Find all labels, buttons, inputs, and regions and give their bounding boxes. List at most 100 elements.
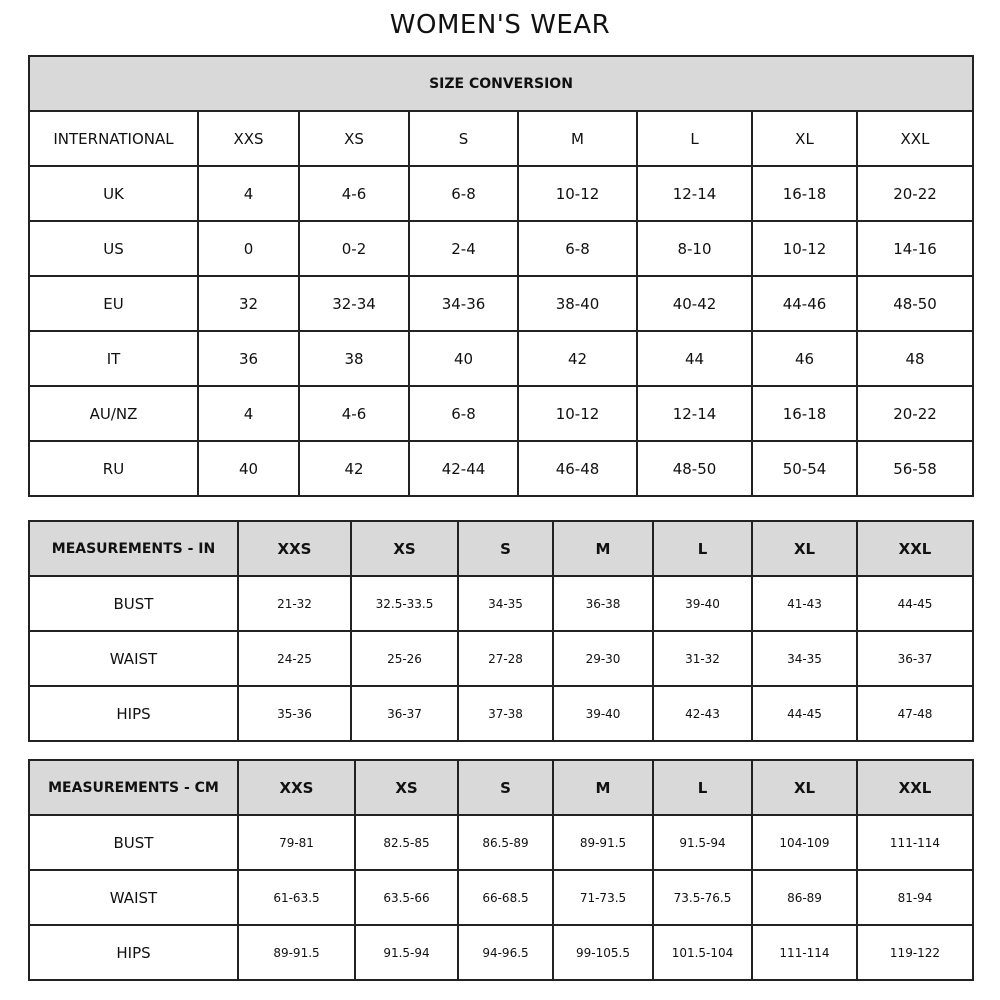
table-cell: 71-73.5 bbox=[552, 869, 654, 926]
row-label: US bbox=[28, 220, 199, 277]
table-row: US 0 0-2 2-4 6-8 8-10 10-12 14-16 bbox=[28, 220, 974, 277]
table-cell: 16-18 bbox=[751, 165, 858, 222]
table-cell: 48-50 bbox=[636, 440, 753, 497]
banner-row: SIZE CONVERSION bbox=[28, 55, 974, 112]
row-label: WAIST bbox=[28, 869, 239, 926]
table-row: RU 40 42 42-44 46-48 48-50 50-54 56-58 bbox=[28, 440, 974, 497]
table-cell: 119-122 bbox=[856, 924, 974, 981]
table-cell: 4 bbox=[197, 165, 300, 222]
table-cell: 86-89 bbox=[751, 869, 858, 926]
table-cell: 40-42 bbox=[636, 275, 753, 332]
table-cell: 16-18 bbox=[751, 385, 858, 442]
table-cell: S bbox=[408, 110, 519, 167]
table-cell: 82.5-85 bbox=[354, 814, 459, 871]
banner-title: SIZE CONVERSION bbox=[28, 55, 974, 112]
table-cell: 6-8 bbox=[408, 165, 519, 222]
table-cell: 31-32 bbox=[652, 630, 753, 687]
table-row: UK 4 4-6 6-8 10-12 12-14 16-18 20-22 bbox=[28, 165, 974, 222]
row-label: RU bbox=[28, 440, 199, 497]
table-cell: 2-4 bbox=[408, 220, 519, 277]
table-cell: 20-22 bbox=[856, 385, 974, 442]
table-cell: 66-68.5 bbox=[457, 869, 554, 926]
table-cell: S bbox=[457, 759, 554, 816]
table-cell: 41-43 bbox=[751, 575, 858, 632]
table-cell: 20-22 bbox=[856, 165, 974, 222]
table-cell: 29-30 bbox=[552, 630, 654, 687]
row-label: HIPS bbox=[28, 685, 239, 742]
table-cell: 42 bbox=[298, 440, 410, 497]
table-cell: 99-105.5 bbox=[552, 924, 654, 981]
table-cell: 48-50 bbox=[856, 275, 974, 332]
table-cell: 89-91.5 bbox=[237, 924, 356, 981]
table-cell: 25-26 bbox=[350, 630, 459, 687]
page-title: WOMEN'S WEAR bbox=[389, 10, 611, 40]
table-cell: 8-10 bbox=[636, 220, 753, 277]
table-cell: M bbox=[552, 759, 654, 816]
table-row: WAIST 61-63.5 63.5-66 66-68.5 71-73.5 73.5-76… bbox=[28, 869, 974, 926]
table-cell: 61-63.5 bbox=[237, 869, 356, 926]
table-cell: 32 bbox=[197, 275, 300, 332]
header-row: MEASUREMENTS - CM XXS XS S M L XL XXL bbox=[28, 759, 974, 816]
table-row: IT 36 38 40 42 44 46 48 bbox=[28, 330, 974, 387]
row-label: HIPS bbox=[28, 924, 239, 981]
table-cell: 36-37 bbox=[350, 685, 459, 742]
table-cell: 34-35 bbox=[751, 630, 858, 687]
table-cell: 44 bbox=[636, 330, 753, 387]
table-cell: 10-12 bbox=[517, 165, 638, 222]
table-cell: 39-40 bbox=[552, 685, 654, 742]
table-cell: 94-96.5 bbox=[457, 924, 554, 981]
table-cell: XXS bbox=[197, 110, 300, 167]
table-cell: 91.5-94 bbox=[354, 924, 459, 981]
table-cell: 10-12 bbox=[517, 385, 638, 442]
table-cell: XL bbox=[751, 759, 858, 816]
table-cell: 0-2 bbox=[298, 220, 410, 277]
table-cell: 36-37 bbox=[856, 630, 974, 687]
table-cell: XXL bbox=[856, 759, 974, 816]
table-cell: XXS bbox=[237, 520, 352, 577]
row-label: UK bbox=[28, 165, 199, 222]
table-row: EU 32 32-34 34-36 38-40 40-42 44-46 48-50 bbox=[28, 275, 974, 332]
table-cell: 10-12 bbox=[751, 220, 858, 277]
table-cell: XS bbox=[354, 759, 459, 816]
table-cell: 89-91.5 bbox=[552, 814, 654, 871]
table-cell: 38 bbox=[298, 330, 410, 387]
table-cell: 12-14 bbox=[636, 165, 753, 222]
table-cell: 27-28 bbox=[457, 630, 554, 687]
table-cell: XL bbox=[751, 520, 858, 577]
table-cell: 0 bbox=[197, 220, 300, 277]
table-cell: 44-46 bbox=[751, 275, 858, 332]
size-conversion-table: SIZE CONVERSION INTERNATIONAL XXS XS S M L XL XX… bbox=[28, 55, 974, 497]
row-label: MEASUREMENTS - CM bbox=[28, 759, 239, 816]
row-label: BUST bbox=[28, 814, 239, 871]
row-label: WAIST bbox=[28, 630, 239, 687]
table-cell: 79-81 bbox=[237, 814, 356, 871]
table-row: HIPS 35-36 36-37 37-38 39-40 42-43 44-45 47-48 bbox=[28, 685, 974, 742]
table-cell: 42-44 bbox=[408, 440, 519, 497]
table-cell: 56-58 bbox=[856, 440, 974, 497]
table-cell: 42 bbox=[517, 330, 638, 387]
table-cell: L bbox=[636, 110, 753, 167]
table-cell: 46 bbox=[751, 330, 858, 387]
table-cell: 32.5-33.5 bbox=[350, 575, 459, 632]
table-cell: 40 bbox=[408, 330, 519, 387]
table-row: AU/NZ 4 4-6 6-8 10-12 12-14 16-18 20-22 bbox=[28, 385, 974, 442]
table-cell: 36-38 bbox=[552, 575, 654, 632]
table-cell: 104-109 bbox=[751, 814, 858, 871]
measurements-in-table: MEASUREMENTS - IN XXS XS S M L XL XXL BUST 21-32 3… bbox=[28, 520, 974, 742]
table-cell: 86.5-89 bbox=[457, 814, 554, 871]
table-cell: 4-6 bbox=[298, 165, 410, 222]
table-cell: M bbox=[517, 110, 638, 167]
table-cell: 81-94 bbox=[856, 869, 974, 926]
table-cell: XL bbox=[751, 110, 858, 167]
row-label: AU/NZ bbox=[28, 385, 199, 442]
table-cell: 42-43 bbox=[652, 685, 753, 742]
table-cell: 34-35 bbox=[457, 575, 554, 632]
row-label: BUST bbox=[28, 575, 239, 632]
table-cell: XXS bbox=[237, 759, 356, 816]
row-label: MEASUREMENTS - IN bbox=[28, 520, 239, 577]
table-cell: 6-8 bbox=[408, 385, 519, 442]
table-cell: 46-48 bbox=[517, 440, 638, 497]
table-cell: 50-54 bbox=[751, 440, 858, 497]
table-cell: L bbox=[652, 759, 753, 816]
header-row: MEASUREMENTS - IN XXS XS S M L XL XXL bbox=[28, 520, 974, 577]
